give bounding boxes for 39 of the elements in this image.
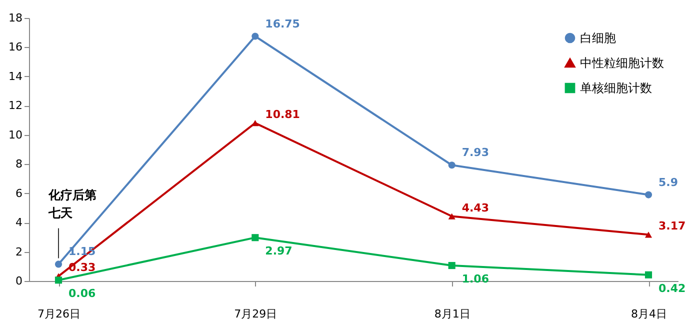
x-tick-label: 7月26日 (38, 308, 80, 320)
point (448, 262, 456, 270)
point (448, 213, 456, 220)
x-tick-label: 8月1日 (434, 308, 470, 320)
data-label: 0.42 (658, 282, 686, 295)
x-tick-label: 7月29日 (234, 308, 278, 320)
y-tick-label: 12 (8, 99, 22, 112)
data-label: 16.75 (265, 17, 300, 30)
legend-label: 白细胞 (580, 31, 616, 45)
data-label: 3.17 (658, 220, 686, 233)
data-label: 0.06 (68, 287, 96, 300)
data-label: 7.93 (462, 146, 489, 160)
data-label: 10.81 (265, 108, 300, 122)
data-label: 1.06 (462, 272, 490, 286)
point (644, 191, 652, 198)
y-tick-label: 18 (8, 12, 22, 24)
point (54, 276, 62, 284)
x-tick-label: 8月4日 (631, 308, 667, 320)
annotation: 化疗后第七天 (48, 188, 96, 220)
y-tick-label: 16 (8, 40, 22, 54)
y-tick-label: 6 (16, 186, 22, 200)
data-label: 5.9 (658, 176, 678, 189)
data-label: 4.43 (462, 201, 489, 214)
y-tick-label: 0 (16, 274, 22, 288)
legend-label: 单核细胞计数 (580, 81, 652, 95)
legend-label: 中性粒细胞计数 (580, 56, 664, 70)
point (448, 162, 456, 169)
point (644, 271, 652, 278)
point (252, 32, 259, 40)
data-label: 2.97 (265, 244, 292, 258)
y-tick-label: 14 (8, 70, 22, 83)
y-tick-label: 2 (16, 245, 22, 258)
point (54, 260, 62, 268)
y-tick-label: 10 (8, 128, 22, 142)
y-tick-label: 4 (16, 216, 22, 230)
y-tick-label: 8 (16, 158, 22, 171)
point (252, 234, 259, 242)
point (644, 232, 652, 238)
point (252, 120, 259, 126)
